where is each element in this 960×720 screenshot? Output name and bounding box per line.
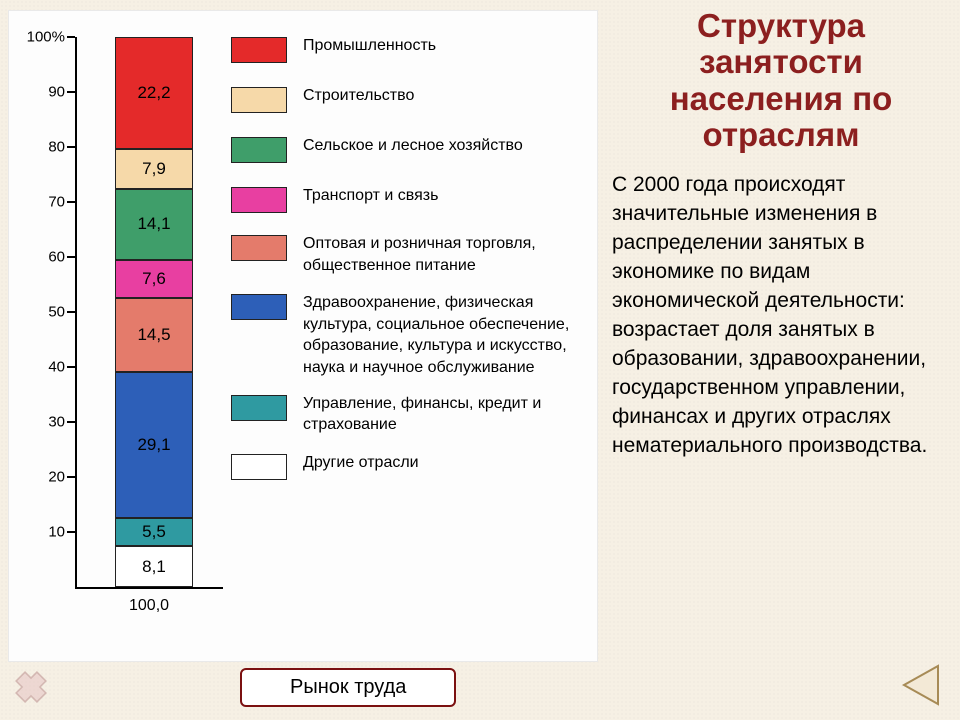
legend-item: Оптовая и розничная торговля, общественн… [231,233,585,276]
bar-segment: 7,9 [115,149,193,189]
y-tick-label: 60 [19,249,65,266]
legend-label: Строительство [303,85,585,107]
legend-item: Промышленность [231,35,585,63]
y-tick-label: 50 [19,304,65,321]
y-tick-label: 70 [19,194,65,211]
legend-item: Здравоохранение, физическая культура, со… [231,292,585,378]
body-text: С 2000 года происходят значительные изме… [612,171,950,461]
legend-label: Другие отрасли [303,452,585,474]
legend-label: Транспорт и связь [303,185,585,207]
y-tick-label: 100% [19,29,65,46]
y-tick-label: 20 [19,469,65,486]
bar-segment: 8,1 [115,546,193,587]
legend-label: Управление, финансы, кредит и страховани… [303,393,585,436]
y-tick-label: 40 [19,359,65,376]
page-title: Структура занятости населения по отрасля… [612,8,950,153]
legend-item: Другие отрасли [231,452,585,480]
legend-item: Управление, финансы, кредит и страховани… [231,393,585,436]
y-tick-label: 80 [19,139,65,156]
bar-segment: 29,1 [115,372,193,519]
legend-swatch [231,137,287,163]
y-tick-label: 30 [19,414,65,431]
close-icon[interactable] [10,666,52,708]
legend-swatch [231,187,287,213]
legend-swatch [231,395,287,421]
legend-label: Оптовая и розничная торговля, общественн… [303,233,585,276]
y-tick-label: 90 [19,84,65,101]
legend-item: Строительство [231,85,585,113]
bar-segment: 5,5 [115,518,193,546]
legend: Промышленность Строительство Сельское и ле… [231,35,585,480]
legend-item: Сельское и лесное хозяйство [231,135,585,163]
legend-swatch [231,235,287,261]
text-panel: Структура занятости населения по отрасля… [612,8,950,461]
legend-swatch [231,454,287,480]
labor-market-button[interactable]: Рынок труда [240,668,456,707]
stacked-bar-chart: 100% 10 20 30 40 50 60 70 80 90 22,27,914,17,614,5… [15,27,235,617]
legend-label: Промышленность [303,35,585,57]
bar-segment: 22,2 [115,37,193,149]
legend-swatch [231,87,287,113]
back-icon[interactable] [896,660,946,710]
legend-item: Транспорт и связь [231,185,585,213]
legend-swatch [231,294,287,320]
legend-label: Сельское и лесное хозяйство [303,135,585,157]
chart-panel: 100% 10 20 30 40 50 60 70 80 90 22,27,914,17,614,5… [8,10,598,662]
legend-swatch [231,37,287,63]
bar-segment: 7,6 [115,260,193,298]
legend-label: Здравоохранение, физическая культура, со… [303,292,585,378]
x-total-label: 100,0 [129,597,169,615]
bar-segment: 14,1 [115,189,193,260]
y-tick-label: 10 [19,524,65,541]
bar-segment: 14,5 [115,298,193,371]
